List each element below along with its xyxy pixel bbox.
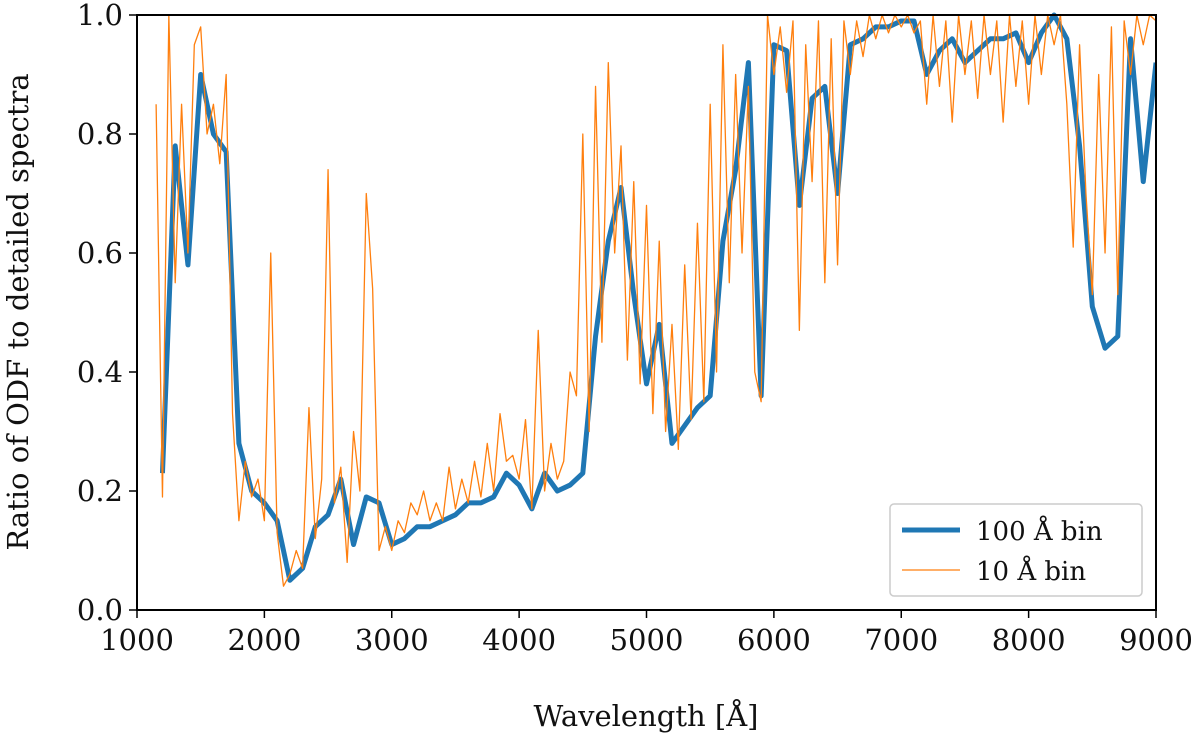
- legend: 100 Å bin 10 Å bin: [889, 503, 1143, 597]
- x-tick-label: 9000: [1119, 623, 1193, 657]
- x-tick-label: 4000: [482, 623, 556, 657]
- x-tick-label: 8000: [992, 623, 1066, 657]
- x-tick-label: 1000: [100, 623, 174, 657]
- x-tick-label: 2000: [227, 623, 301, 657]
- x-axis-label: Wavelength [Å]: [534, 698, 759, 733]
- x-tick-label: 5000: [610, 623, 684, 657]
- y-axis-label: Ratio of ODF to detailed spectra: [1, 73, 35, 550]
- x-tick-label: 3000: [355, 623, 429, 657]
- legend-label: 10 Å bin: [976, 555, 1086, 587]
- y-tick-label: 1.0: [77, 0, 123, 32]
- y-tick-label: 0.0: [77, 593, 123, 627]
- y-tick-label: 0.2: [77, 474, 123, 508]
- y-tick-label: 0.4: [77, 355, 123, 389]
- x-tick-label: 6000: [737, 623, 811, 657]
- y-tick-label: 0.8: [77, 117, 123, 151]
- legend-label: 100 Å bin: [976, 515, 1103, 547]
- data-line: [159, 12, 1156, 583]
- plot-frame: [136, 14, 1157, 611]
- data-line: [155, 14, 1156, 587]
- legend-box: [889, 503, 1143, 597]
- y-tick-label: 0.6: [77, 236, 123, 270]
- x-tick-label: 7000: [864, 623, 938, 657]
